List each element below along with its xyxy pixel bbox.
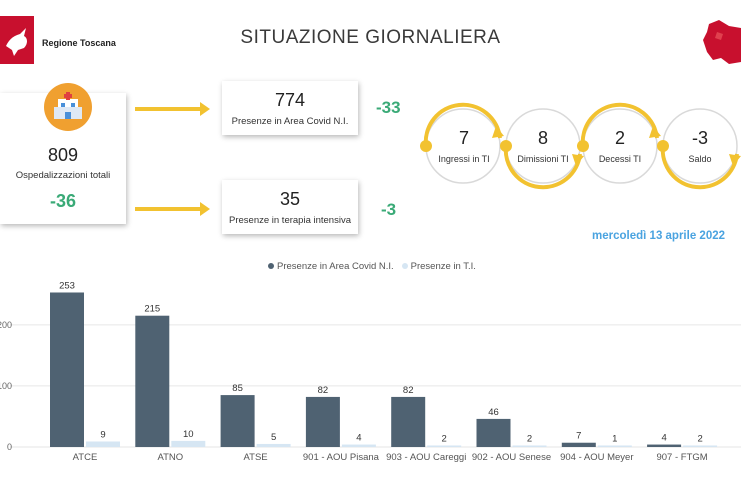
tuscany-map-icon — [703, 20, 741, 64]
covid-area-value: 774 — [274, 90, 306, 110]
category-label: ATCE — [73, 452, 98, 463]
data-label: 9 — [100, 430, 105, 441]
legend-dot-ti — [401, 263, 408, 270]
bar-covid — [220, 395, 255, 447]
data-label: 253 — [59, 280, 75, 291]
ti-flow-diagram — [420, 102, 741, 190]
brand-name: Regione Toscana — [42, 38, 116, 48]
ti-ingressi-value: 7 — [458, 128, 469, 148]
category-label: 902 - AOU Senese — [472, 452, 551, 463]
intensive-label: Presenze in terapia intensiva — [229, 215, 351, 226]
ti-saldo-value: -3 — [691, 128, 708, 148]
covid-area-card: 774 Presenze in Area Covid N.I. — [222, 81, 358, 135]
arrow-to-covid — [135, 102, 210, 116]
bar-covid — [135, 315, 170, 447]
legend-label-covid: Presenze in Area Covid N.I. — [277, 261, 394, 272]
bar-covid — [305, 396, 340, 447]
data-label: 82 — [403, 385, 414, 396]
category-label: 901 - AOU Pisana — [303, 452, 380, 463]
region-logo — [0, 16, 34, 64]
bar-ti — [512, 445, 547, 447]
covid-area-delta: -33 — [376, 98, 401, 117]
category-label: 903 - AOU Careggi — [386, 452, 466, 463]
data-label: 2 — [527, 434, 532, 445]
pegasus-icon — [6, 28, 27, 56]
page-title: SITUAZIONE GIORNALIERA — [240, 27, 501, 48]
data-label: 82 — [318, 385, 329, 396]
intensive-delta: -3 — [381, 200, 397, 219]
data-label: 4 — [661, 433, 666, 444]
data-label: 85 — [232, 383, 243, 394]
bar-covid — [391, 396, 426, 447]
data-label: 2 — [442, 434, 447, 445]
report-date: mercoledì 13 aprile 2022 — [592, 230, 725, 242]
ti-saldo-label: Saldo — [688, 154, 712, 164]
bar-ti — [256, 443, 291, 447]
hospital-icon — [44, 83, 92, 131]
chart-legend: Presenze in Area Covid N.I. Presenze in … — [268, 261, 476, 272]
y-tick-label: 0 — [7, 442, 12, 452]
ti-dimissioni-label: Dimissioni TI — [517, 154, 569, 164]
category-label: 907 - FTGM — [656, 452, 707, 463]
data-label: 10 — [183, 429, 194, 440]
category-label: ATNO — [157, 452, 183, 463]
data-label: 1 — [612, 434, 617, 445]
ti-decessi-value: 2 — [614, 128, 625, 148]
y-tick-label: 100 — [0, 381, 12, 391]
y-tick-label: 200 — [0, 320, 12, 330]
arrow-to-ti — [135, 202, 210, 216]
data-label: 215 — [144, 304, 160, 315]
category-label: 904 - AOU Meyer — [560, 452, 633, 463]
legend-dot-covid — [268, 263, 274, 270]
data-label: 2 — [697, 434, 702, 445]
bar-ti — [597, 445, 632, 447]
category-label: ATSE — [244, 452, 268, 463]
total-label: Ospedalizzazioni totali — [15, 170, 111, 181]
bar-covid — [476, 418, 511, 447]
total-hospitalizations-card: 809 Ospedalizzazioni totali -36 — [0, 83, 126, 224]
bar-ti — [427, 445, 462, 447]
bar-ti — [171, 440, 206, 447]
covid-area-label: Presenze in Area Covid N.I. — [231, 116, 349, 127]
ti-ingressi-label: Ingressi in TI — [438, 154, 490, 164]
bar-covid — [561, 442, 596, 447]
total-delta: -36 — [49, 191, 76, 211]
bar-ti — [683, 445, 718, 447]
data-label: 7 — [576, 431, 581, 442]
intensive-card: 35 Presenze in terapia intensiva — [222, 180, 358, 234]
data-label: 46 — [488, 407, 499, 418]
ti-dimissioni-value: 8 — [537, 128, 548, 148]
ti-decessi-label: Decessi TI — [598, 154, 642, 164]
total-value: 809 — [47, 145, 79, 165]
bar-covid — [647, 444, 682, 447]
legend-label-ti: Presenze in T.I. — [410, 261, 476, 272]
data-label: 4 — [356, 433, 361, 444]
bar-ti — [86, 441, 120, 447]
data-label: 5 — [271, 432, 276, 443]
intensive-value: 35 — [279, 189, 301, 209]
bar-ti — [341, 444, 376, 447]
bar-covid — [50, 292, 84, 447]
